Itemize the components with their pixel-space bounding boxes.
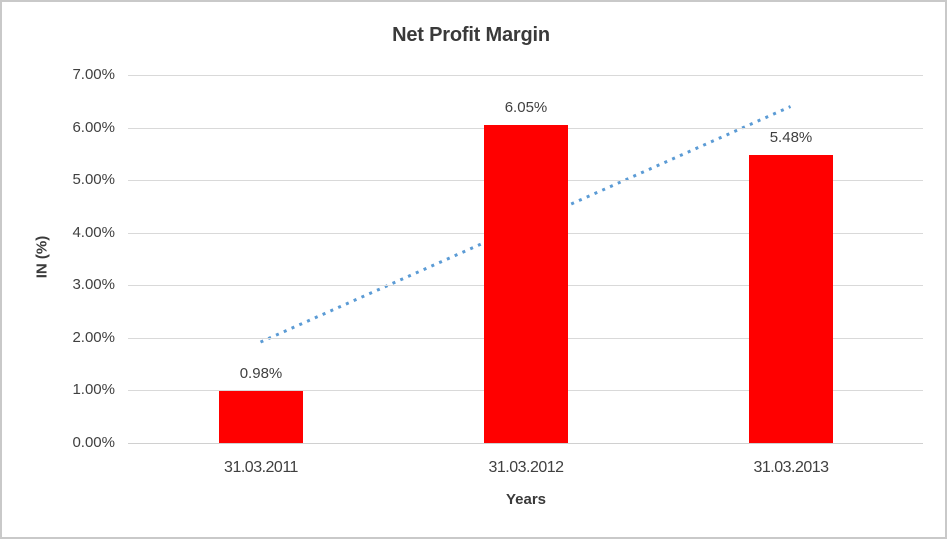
y-axis-tick-label: 2.00% [72, 329, 115, 346]
bar-value-label: 6.05% [504, 99, 548, 116]
x-axis-tick-label: 31.03.2011 [224, 459, 298, 476]
x-axis-tick-label: 31.03.2012 [488, 459, 564, 476]
y-axis-tick-label: 5.00% [72, 171, 115, 188]
x-axis-line [128, 443, 923, 444]
bar [749, 155, 833, 443]
y-axis-tick-label: 1.00% [72, 381, 115, 398]
bar-value-label: 5.48% [769, 129, 813, 146]
y-axis-tick-label: 7.00% [72, 66, 115, 83]
bar [219, 391, 303, 443]
y-axis-tick-label: 6.00% [72, 119, 115, 136]
bar-value-label: 0.98% [239, 365, 283, 382]
y-axis-tick-label: 4.00% [72, 224, 115, 241]
y-axis-tick-label: 3.00% [72, 276, 115, 293]
y-axis-title: IN (%) [33, 235, 51, 279]
y-axis-tick-label: 0.00% [72, 434, 115, 451]
x-axis-tick-label: 31.03.2013 [753, 459, 829, 476]
chart-title: Net Profit Margin [392, 24, 550, 46]
x-axis-title: Years [505, 491, 547, 508]
bar [484, 125, 568, 443]
gridline [128, 75, 923, 76]
